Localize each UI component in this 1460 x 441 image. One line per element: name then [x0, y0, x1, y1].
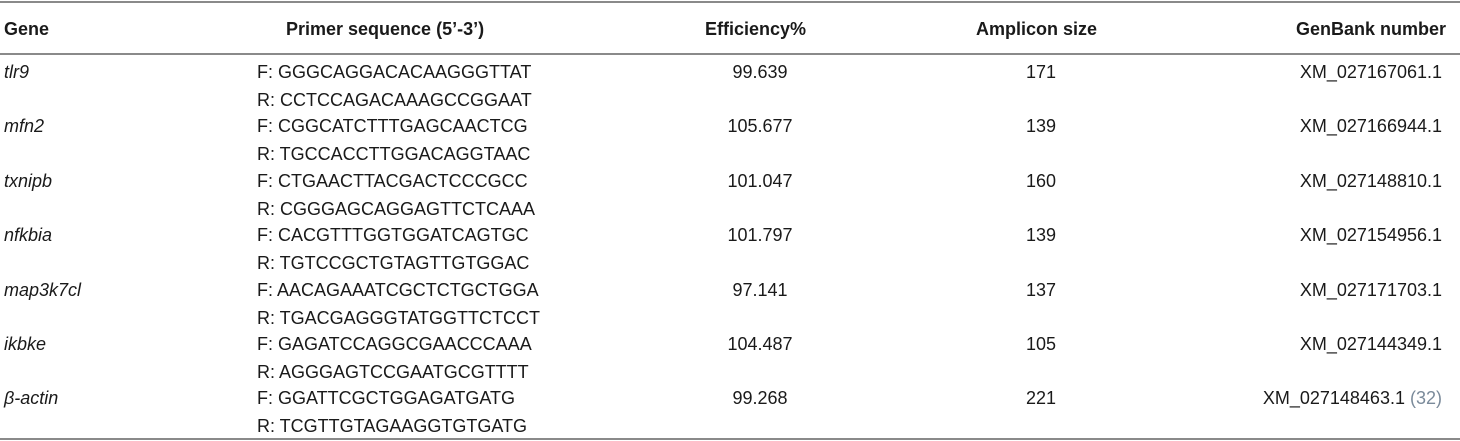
gene-name: ikbke — [4, 333, 47, 354]
efficiency-value: 105.677 — [727, 116, 793, 137]
reverse-primer: R: AGGGAGTCCGAATGCGTTTT — [257, 361, 529, 382]
gene-name: nfkbia — [4, 225, 53, 246]
efficiency-value: 99.639 — [732, 62, 788, 82]
table-row: ikbke F: GAGATCCAGGCGAACCCAAA R: AGGGAGT… — [0, 327, 1460, 382]
amplicon-size-value: 160 — [1025, 170, 1057, 191]
amplicon-size-value: 171 — [1025, 62, 1057, 82]
genbank-accession: XM_027154956.1 — [1299, 225, 1442, 246]
efficiency-value: 99.268 — [732, 388, 788, 409]
header-efficiency: Efficiency% — [705, 19, 807, 39]
reverse-primer: R: TGACGAGGGTATGGTTCTCCT — [257, 307, 540, 328]
reference-link[interactable]: (32) — [1409, 388, 1442, 409]
forward-primer: F: GAGATCCAGGCGAACCCAAA — [257, 333, 532, 354]
header-genbank-number: GenBank number — [1295, 19, 1446, 39]
table-top-rule — [0, 1, 1460, 3]
genbank-accession: XM_027144349.1 — [1299, 333, 1442, 354]
amplicon-size-value: 105 — [1025, 333, 1057, 354]
genbank-number: XM_027167061.1 — [1300, 61, 1442, 83]
forward-primer: F: AACAGAAATCGCTCTGCTGGA — [257, 279, 539, 300]
efficiency-value: 104.487 — [727, 333, 793, 354]
table-row: β-actin F: GGATTCGCTGGAGATGATG R: TCGTTG… — [0, 381, 1460, 437]
genbank-accession: XM_027148810.1 — [1299, 170, 1442, 191]
table-row: mfn2 F: CGGCATCTTTGAGCAACTCG R: TGCCACCT… — [0, 109, 1460, 165]
amplicon-size-value: 221 — [1025, 388, 1057, 409]
genbank-number: XM_027148463.1 (32) — [1263, 387, 1442, 409]
table-header: Gene Primer sequence (5’-3’) Efficiency%… — [0, 3, 1460, 53]
gene-name: mfn2 — [4, 116, 45, 137]
table-header-rule — [0, 53, 1460, 55]
forward-primer: F: GGGCAGGACACAAGGGTTAT — [257, 62, 532, 82]
forward-primer: F: CACGTTTGGTGGATCAGTGC — [257, 225, 529, 246]
table-body: tlr9 F: GGGCAGGACACAAGGGTTAT R: CCTCCAGA… — [0, 55, 1460, 436]
genbank-accession: XM_027171703.1 — [1299, 279, 1442, 300]
header-gene: Gene — [4, 19, 50, 39]
genbank-number: XM_027148810.1 — [1300, 170, 1442, 192]
amplicon-size-value: 137 — [1025, 279, 1057, 300]
reverse-primer: R: TCGTTGTAGAAGGTGTGATG — [257, 416, 527, 437]
reverse-primer: R: CCTCCAGACAAAGCCGGAAT — [257, 90, 532, 110]
amplicon-size-value: 139 — [1025, 225, 1057, 246]
table-bottom-rule — [0, 438, 1460, 440]
genbank-accession: XM_027167061.1 — [1299, 62, 1442, 82]
reverse-primer: R: CGGGAGCAGGAGTTCTCAAA — [257, 198, 536, 219]
gene-name: β-actin — [4, 388, 59, 409]
table-row: tlr9 F: GGGCAGGACACAAGGGTTAT R: CCTCCAGA… — [0, 55, 1460, 110]
gene-name: tlr9 — [4, 62, 30, 82]
forward-primer: F: CTGAACTTACGACTCCCGCC — [257, 170, 528, 191]
table-row: map3k7cl F: AACAGAAATCGCTCTGCTGGA R: TGA… — [0, 273, 1460, 328]
table-row: txnipb F: CTGAACTTACGACTCCCGCC R: CGGGAG… — [0, 164, 1460, 219]
reverse-primer: R: TGTCCGCTGTAGTTGTGGAC — [257, 253, 530, 274]
efficiency-value: 101.797 — [727, 225, 793, 246]
reverse-primer: R: TGCCACCTTGGACAGGTAAC — [257, 144, 531, 165]
forward-primer: F: GGATTCGCTGGAGATGATG — [257, 388, 515, 409]
amplicon-size-value: 139 — [1025, 116, 1057, 137]
forward-primer: F: CGGCATCTTTGAGCAACTCG — [257, 116, 528, 137]
genbank-number: XM_027166944.1 — [1300, 115, 1442, 137]
genbank-number: XM_027154956.1 — [1300, 224, 1442, 246]
genbank-accession: XM_027166944.1 — [1299, 116, 1442, 137]
genbank-number: XM_027171703.1 — [1300, 279, 1442, 301]
header-amplicon-size: Amplicon size — [976, 19, 1098, 39]
genbank-number: XM_027144349.1 — [1300, 333, 1442, 355]
genbank-accession: XM_027148463.1 — [1262, 388, 1405, 409]
gene-name: txnipb — [4, 170, 53, 191]
efficiency-value: 101.047 — [727, 170, 793, 191]
efficiency-value: 97.141 — [732, 279, 788, 300]
table-row: nfkbia F: CACGTTTGGTGGATCAGTGC R: TGTCCG… — [0, 218, 1460, 274]
header-primer-sequence: Primer sequence (5’-3’) — [286, 19, 485, 39]
gene-name: map3k7cl — [4, 279, 82, 300]
